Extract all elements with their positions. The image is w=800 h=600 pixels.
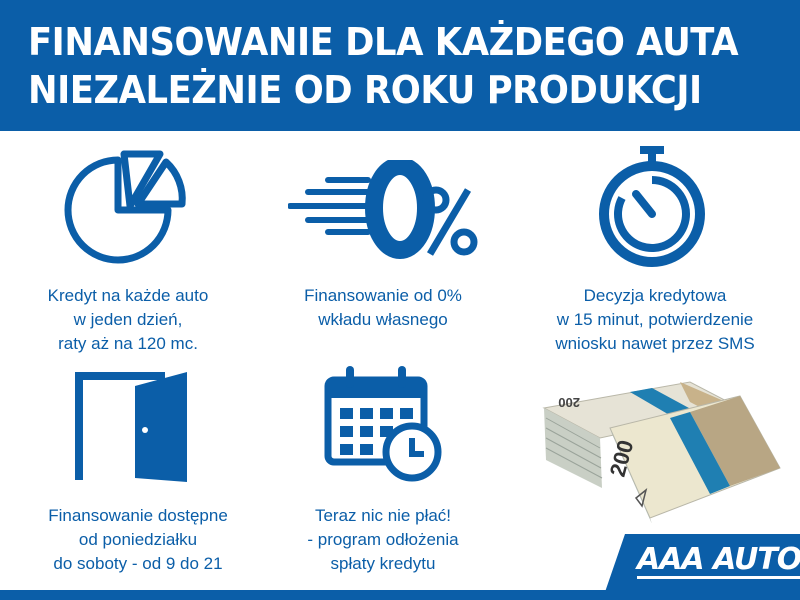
caption-line: spłaty kredytu bbox=[330, 554, 436, 573]
feature-caption-zero-down: Finansowanie od 0% wkładu własnego bbox=[253, 284, 513, 332]
caption-line: Decyzja kredytowa bbox=[583, 286, 727, 305]
caption-line: wkładu własnego bbox=[318, 310, 448, 329]
feature-caption-decision: Decyzja kredytowa w 15 minut, potwierdze… bbox=[525, 284, 785, 356]
caption-line: Finansowanie dostępne bbox=[48, 506, 228, 525]
logo-text: AAA AUTO bbox=[637, 542, 800, 579]
caption-line: od poniedziałku bbox=[78, 530, 198, 549]
headline-line-1: FINANSOWANIE DLA KAŻDEGO AUTA bbox=[28, 20, 739, 64]
banknote-stacks-image: 200 200 bbox=[542, 381, 781, 523]
banknote-value: 200 bbox=[558, 395, 580, 410]
zero-percent-icon bbox=[288, 160, 478, 259]
feature-caption-credit: Kredyt na każde auto w jeden dzień, raty… bbox=[0, 284, 258, 356]
feature-caption-hours: Finansowanie dostępne od poniedziałku do… bbox=[8, 504, 268, 576]
caption-line: Kredyt na każde auto bbox=[47, 286, 209, 305]
caption-line: raty aż na 120 mc. bbox=[58, 334, 198, 353]
caption-line: wniosku nawet przez SMS bbox=[555, 334, 755, 353]
caption-line: Finansowanie od 0% bbox=[304, 286, 462, 305]
caption-line: w 15 minut, potwierdzenie bbox=[556, 310, 754, 329]
stopwatch-icon bbox=[599, 146, 705, 267]
pie-chart-icon bbox=[64, 150, 186, 264]
calendar-clock-icon bbox=[324, 366, 442, 482]
bottom-strip bbox=[0, 590, 800, 600]
aaa-auto-logo: AAA AUTO bbox=[605, 534, 800, 592]
caption-line: do soboty - od 9 do 21 bbox=[53, 554, 223, 573]
caption-line: - program odłożenia bbox=[307, 530, 459, 549]
caption-line: Teraz nic nie płać! bbox=[314, 506, 452, 525]
headline-line-2: NIEZALEŻNIE OD ROKU PRODUKCJI bbox=[28, 68, 702, 112]
caption-line: w jeden dzień, bbox=[73, 310, 183, 329]
header-banner: FINANSOWANIE DLA KAŻDEGO AUTA NIEZALEŻNI… bbox=[0, 0, 800, 131]
feature-caption-defer: Teraz nic nie płać! - program odłożenia … bbox=[253, 504, 513, 576]
open-door-icon bbox=[75, 372, 187, 482]
